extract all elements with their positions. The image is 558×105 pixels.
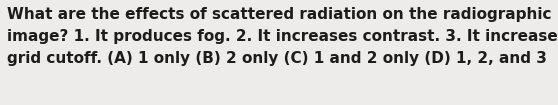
Text: What are the effects of scattered radiation on the radiographic
image? 1. It pro: What are the effects of scattered radiat… <box>7 7 558 66</box>
